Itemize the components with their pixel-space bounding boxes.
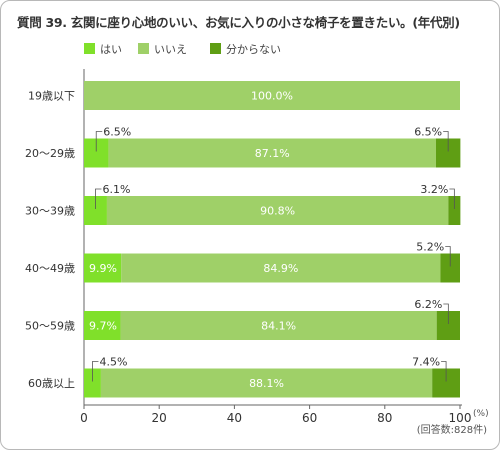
category-label: 40〜49歳: [25, 262, 75, 275]
legend-swatch: [138, 43, 149, 54]
data-label: 100.0%: [251, 90, 293, 103]
sample-size-note: (回答数:828件): [417, 423, 487, 436]
data-label: 4.5%: [99, 356, 127, 369]
data-label: 84.1%: [261, 320, 296, 333]
bar-segment: [120, 311, 437, 340]
x-tick-label: 80: [377, 411, 392, 425]
bar-segment: [436, 311, 460, 340]
x-tick-label: 0: [80, 411, 88, 425]
callout-line: [441, 361, 447, 382]
category-label: 20〜29歳: [25, 147, 75, 160]
callout-line: [95, 188, 102, 209]
data-label: 88.1%: [249, 377, 284, 390]
bar-segment: [106, 196, 449, 225]
x-unit-label: (%): [473, 409, 489, 419]
x-tick-label: 20: [152, 411, 167, 425]
legend-label: はい: [100, 43, 122, 56]
bar-segment: [100, 368, 433, 398]
callout-line: [445, 246, 451, 267]
data-label: 6.5%: [414, 126, 442, 139]
data-label: 3.2%: [420, 183, 448, 196]
bar-segment: [84, 81, 460, 110]
legend-label: 分からない: [226, 43, 281, 56]
bar-segment: [84, 311, 121, 340]
category-label: 19歳以下: [28, 90, 75, 103]
callout-line: [95, 131, 103, 152]
x-tick-label: 60: [302, 411, 317, 425]
data-label: 7.4%: [412, 356, 440, 369]
bar-segment: [121, 253, 441, 283]
data-label: 9.7%: [89, 320, 117, 333]
data-label: 6.2%: [414, 298, 442, 311]
bar-segment: [84, 368, 101, 398]
legend-swatch: [84, 43, 95, 54]
category-label: 50〜59歳: [25, 320, 75, 333]
bar-segment: [84, 253, 122, 283]
callout-line: [443, 131, 449, 152]
legend-swatch: [210, 43, 221, 54]
x-tick-label: 40: [227, 411, 242, 425]
category-label: 30〜39歳: [25, 205, 75, 218]
callout-line: [449, 188, 455, 209]
legend-label: いいえ: [154, 43, 187, 56]
bar-segment: [84, 196, 107, 225]
category-label: 60歳以上: [28, 377, 75, 390]
callout-line: [92, 361, 99, 382]
data-label: 90.8%: [260, 205, 295, 218]
bar-segment: [448, 196, 461, 225]
bar-segment: [108, 138, 436, 168]
data-label: 9.9%: [89, 262, 117, 275]
data-label: 87.1%: [255, 147, 290, 160]
callout-line: [443, 303, 449, 324]
data-label: 6.5%: [103, 126, 131, 139]
x-tick-label: 100: [449, 411, 472, 425]
data-label: 84.9%: [263, 262, 298, 275]
bar-segment: [440, 253, 460, 283]
chart-title: 質問 39. 玄関に座り心地のいい、お気に入りの小さな椅子を置きたい。(年代別): [17, 15, 460, 30]
data-label: 6.1%: [102, 183, 130, 196]
data-label: 5.2%: [416, 241, 444, 254]
